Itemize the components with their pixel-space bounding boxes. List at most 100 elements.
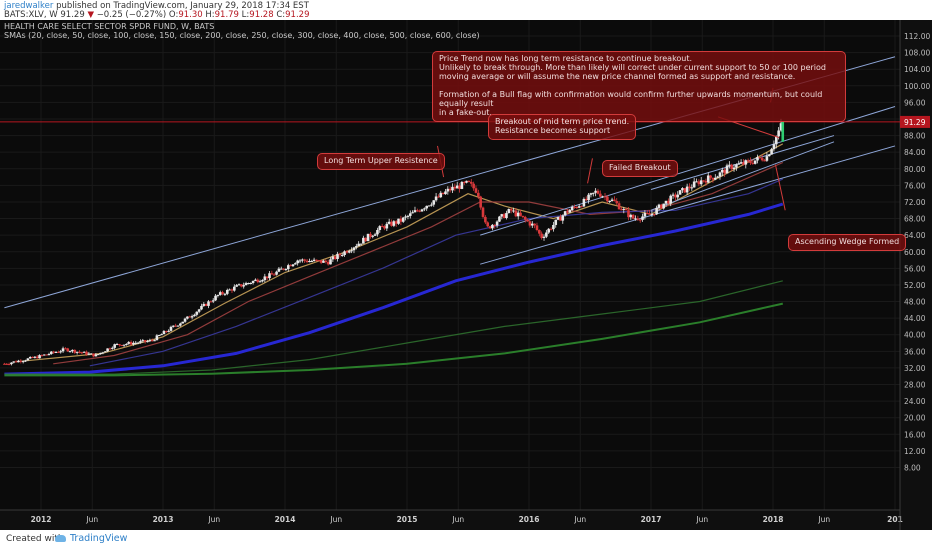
annotation-failed-breakout[interactable]: Failed Breakout <box>602 160 678 177</box>
candle-up <box>214 295 217 301</box>
candle-up <box>737 163 741 165</box>
candle-up <box>190 316 194 318</box>
x-tick-label: Jun <box>451 515 464 524</box>
sma-100-line <box>89 178 784 367</box>
candle-up <box>713 177 717 180</box>
candle-down <box>514 210 518 217</box>
candle-down <box>711 177 715 180</box>
candle-down <box>502 214 506 218</box>
candle-up <box>495 221 499 226</box>
candle-up <box>331 256 335 260</box>
candle-down <box>338 253 342 256</box>
candle-up <box>465 180 468 183</box>
candle-up <box>552 224 555 230</box>
candle-down <box>723 169 726 174</box>
candle-up <box>172 325 175 327</box>
candle-up <box>507 209 511 213</box>
candle-up <box>139 341 142 343</box>
candle-down <box>52 351 55 353</box>
candle-down <box>479 196 482 208</box>
candle-up <box>460 182 464 189</box>
candle-up <box>718 172 722 177</box>
candle-up <box>17 360 20 363</box>
candle-down <box>613 199 616 202</box>
candle-up <box>432 200 436 205</box>
y-tick-label: 76.00 <box>904 181 926 190</box>
candle-up <box>530 223 534 226</box>
candle-up <box>59 351 63 353</box>
candle-up <box>423 208 426 210</box>
annotation-price-trend[interactable]: Price Trend now has long term resistance… <box>432 51 846 122</box>
candle-down <box>730 164 734 169</box>
candle-up <box>127 342 131 344</box>
created-with-text: Created with <box>6 534 64 544</box>
candle-up <box>336 253 339 259</box>
candle-down <box>5 363 9 365</box>
candle-up <box>310 261 314 263</box>
candle-up <box>692 181 696 188</box>
candle-down <box>481 207 485 217</box>
candle-up <box>512 210 515 212</box>
candle-up <box>261 280 264 282</box>
candle-up <box>366 233 370 242</box>
candle-up <box>202 303 206 306</box>
annotation-long-term[interactable]: Long Term Upper Resistence <box>317 153 445 170</box>
annotation-breakout-mid[interactable]: Breakout of mid term price trend. Resist… <box>488 114 637 140</box>
author-link[interactable]: jaredwalker <box>4 1 54 11</box>
candle-down <box>603 196 607 198</box>
candle-down <box>709 175 712 178</box>
candle-up <box>753 160 757 164</box>
candle-up <box>634 218 637 220</box>
candle-down <box>636 218 640 220</box>
candle-up <box>263 276 267 281</box>
y-tick-label: 52.00 <box>904 281 926 290</box>
candle-down <box>289 265 292 267</box>
candle-down <box>188 316 192 318</box>
candle-down <box>319 260 323 263</box>
candle-down <box>64 348 67 350</box>
candle-up <box>385 223 389 229</box>
candle-up <box>308 261 311 263</box>
candle-up <box>699 180 703 185</box>
candle-up <box>141 340 145 342</box>
candle-down <box>566 211 569 213</box>
candle-up <box>136 342 140 344</box>
candle-up <box>430 204 433 206</box>
candle-down <box>240 284 243 287</box>
candle-up <box>10 362 13 365</box>
candle-up <box>655 207 658 215</box>
y-tick-label: 28.00 <box>904 381 926 390</box>
tradingview-logo[interactable]: TradingView <box>55 533 127 544</box>
legend-sma-list[interactable]: SMAs (20, close, 50, close, 100, close, … <box>4 31 480 40</box>
candle-up <box>249 282 253 284</box>
candle-up <box>608 200 612 202</box>
candle-up <box>498 216 501 222</box>
candle-up <box>779 123 783 131</box>
price-change: −0.25 (−0.27%) <box>96 10 167 20</box>
candle-down <box>648 213 651 215</box>
candle-up <box>113 344 116 348</box>
candle-up <box>425 205 429 209</box>
candle-up <box>68 351 72 353</box>
candle-up <box>641 216 644 220</box>
candle-down <box>45 354 48 356</box>
candle-up <box>254 279 257 281</box>
annotation-ascending-wedge[interactable]: Ascending Wedge Formed <box>788 234 907 251</box>
candle-down <box>704 180 708 183</box>
candle-down <box>129 342 133 345</box>
candle-up <box>237 284 241 286</box>
candle-up <box>225 289 229 294</box>
candle-down <box>758 157 762 159</box>
candle-down <box>746 160 750 162</box>
change-arrow-icon: ▼ <box>87 10 94 20</box>
candle-up <box>676 194 680 198</box>
candle-down <box>120 345 124 347</box>
candle-down <box>488 226 492 229</box>
candle-up <box>451 186 454 191</box>
x-tick-label: 2018 <box>763 515 784 524</box>
candle-up <box>706 175 710 183</box>
candle-up <box>732 167 736 169</box>
candle-up <box>340 255 344 257</box>
chart-area[interactable]: 112.00108.00104.00100.0096.0092.0088.008… <box>0 20 932 530</box>
candle-down <box>528 221 532 226</box>
